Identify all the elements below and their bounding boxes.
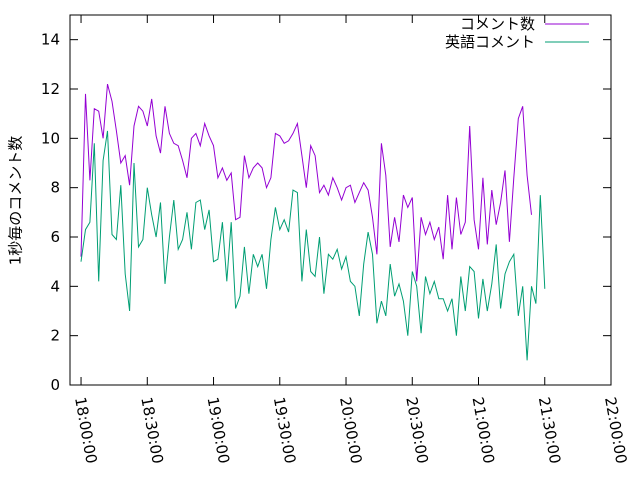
legend-label-1: コメント数 — [460, 15, 535, 33]
y-tick-label: 14 — [41, 31, 60, 49]
y-tick-label: 8 — [50, 179, 60, 197]
x-tick-label: 22:00:00 — [601, 396, 630, 465]
y-tick-label: 12 — [41, 80, 60, 98]
y-tick-label: 4 — [50, 277, 60, 295]
series-line-1 — [80, 83, 532, 282]
series-line-2 — [80, 130, 546, 361]
y-tick-label: 2 — [50, 327, 60, 345]
x-tick-label: 18:30:00 — [137, 396, 166, 465]
y-tick-label: 10 — [41, 129, 60, 147]
plot-frame — [69, 14, 612, 386]
x-tick-label: 18:00:00 — [71, 396, 100, 465]
x-tick-label: 19:30:00 — [270, 396, 299, 465]
x-tick-label: 21:00:00 — [469, 396, 498, 465]
x-tick-label: 19:00:00 — [204, 396, 233, 465]
x-tick-label: 20:30:00 — [402, 396, 431, 465]
y-tick-label: 6 — [50, 228, 60, 246]
legend-label-2: 英語コメント — [445, 33, 535, 51]
y-tick-label: 0 — [50, 376, 60, 394]
x-tick-label: 20:00:00 — [336, 396, 365, 465]
x-tick-label: 21:30:00 — [535, 396, 564, 465]
